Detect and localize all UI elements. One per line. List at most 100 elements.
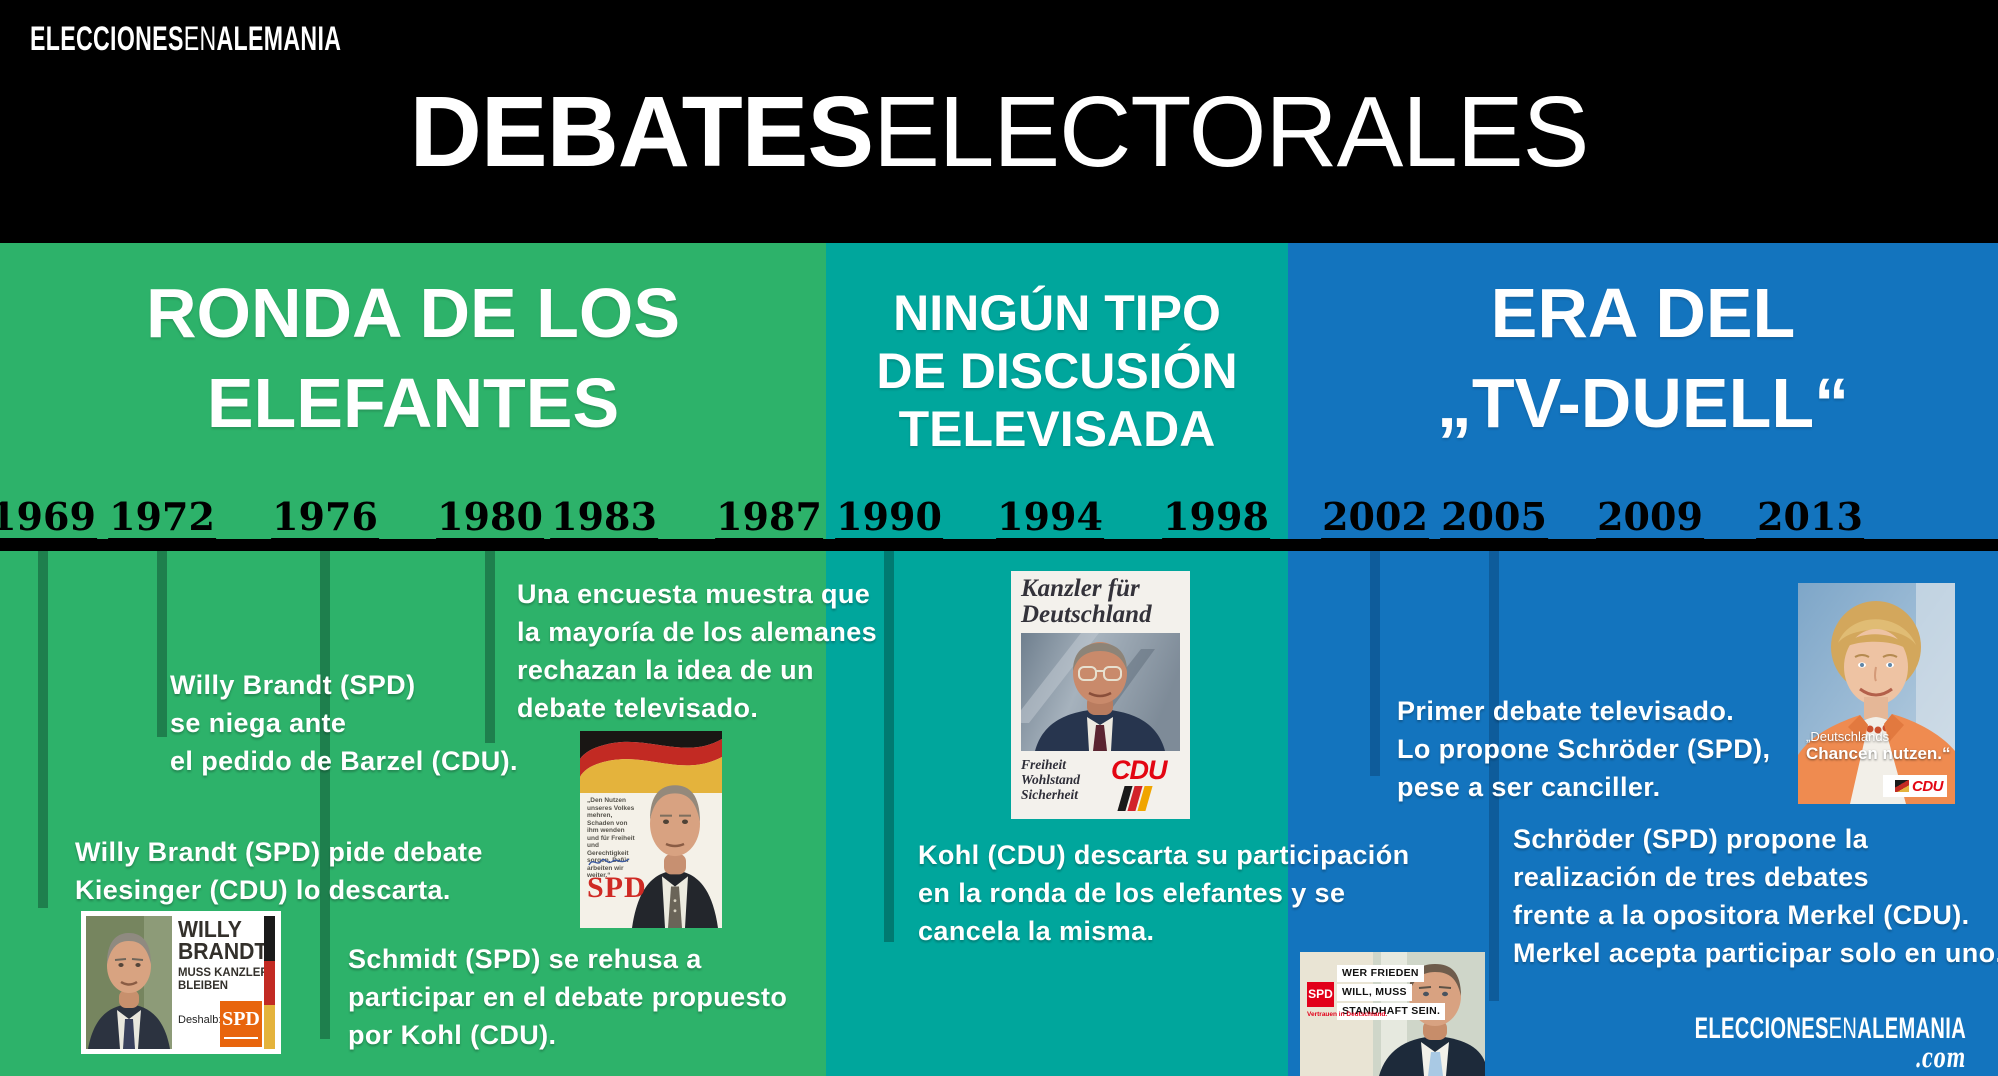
kohl-slogan-line: Wohlstand: [1021, 772, 1081, 787]
german-flag-stripes: [1117, 786, 1153, 816]
event-line: Schröder (SPD) propone la: [1513, 824, 1869, 854]
event-line: por Kohl (CDU).: [348, 1020, 557, 1050]
brand-bold-1: ELECCIONES: [30, 20, 184, 58]
page-title: DEBATESELECTORALES: [0, 80, 1998, 185]
event-line: Primer debate televisado.: [1397, 696, 1735, 726]
event-1990-text: Kohl (CDU) descarta su participación en …: [918, 836, 1410, 950]
event-line: la mayoría de los alemanes: [517, 617, 878, 647]
schmidt-poster-image: „Den Nutzen unseres Volkes mehren, Schad…: [580, 731, 722, 928]
section-title-sin-discusion: NINGÚN TIPO DE DISCUSIÓN TELEVISADA: [826, 284, 1288, 458]
event-1972-text: Willy Brandt (SPD) se niega ante el pedi…: [170, 666, 518, 780]
footer-brand-bold-2: ALEMANIA: [1857, 1012, 1966, 1045]
event-line: Willy Brandt (SPD): [170, 670, 416, 700]
section-title-line: ELEFANTES: [206, 364, 620, 442]
event-line: el pedido de Barzel (CDU).: [170, 746, 518, 776]
schroeder-slogan-line: STANDHAFT SEIN.: [1337, 1003, 1446, 1020]
footer-brand-tld: .com: [1914, 1043, 1966, 1074]
event-line: Lo propone Schröder (SPD),: [1397, 734, 1771, 764]
event-2002-text: Primer debate televisado. Lo propone Sch…: [1397, 692, 1770, 806]
kohl-slogan-line: Freiheit: [1021, 757, 1067, 772]
kohl-poster-image: Kanzler für Deutschland: [1011, 571, 1190, 819]
event-line: se niega ante: [170, 708, 347, 738]
event-1969-text: Willy Brandt (SPD) pide debate Kiesinger…: [75, 833, 483, 909]
spd-logo-rule: [224, 1037, 258, 1039]
year-label-1998: 1998: [1162, 498, 1270, 542]
german-flag-mini: [1895, 780, 1909, 792]
german-flag-wave: [580, 731, 722, 793]
title-light: ELECTORALES: [873, 76, 1589, 188]
year-label-2013: 2013: [1756, 498, 1864, 542]
tick-2002: [1370, 551, 1380, 776]
year-label-1983: 1983: [550, 498, 658, 542]
tick-1972: [157, 551, 167, 737]
brandt-poster-headline: WILLY BRANDT: [178, 916, 268, 964]
section-title-line: ERA DEL: [1490, 274, 1796, 352]
schroeder-poster-image: WER FRIEDEN WILL, MUSS STANDHAFT SEIN. S…: [1300, 952, 1485, 1076]
merkel-portrait-illustration: [1798, 583, 1955, 804]
brand-light: EN: [183, 20, 217, 58]
german-flag-stripe: [264, 916, 275, 1049]
cdu-logo: CDU: [1883, 775, 1947, 797]
schroeder-poster-footnote: Vertrauen in Deutschland.: [1307, 1011, 1388, 1018]
tick-2005: [1489, 551, 1499, 1001]
event-line: Kiesinger (CDU) lo descarta.: [75, 875, 451, 905]
event-1976-text: Schmidt (SPD) se rehusa a participar en …: [348, 940, 787, 1054]
section-title-line: RONDA DE LOS: [145, 274, 681, 352]
section-title-line: NINGÚN TIPO: [893, 285, 1221, 341]
merkel-poster-quote-line1: „Deutschlands: [1806, 729, 1890, 744]
merkel-poster-image: „Deutschlands Chancen nutzen.“ CDU: [1798, 583, 1955, 804]
brand-bold-2: ALEMANIA: [216, 20, 342, 58]
event-line: rechazan la idea de un: [517, 655, 814, 685]
tick-1969: [38, 551, 48, 908]
event-2005-text: Schröder (SPD) propone la realización de…: [1513, 820, 1998, 972]
cdu-logo-text: CDU: [1912, 777, 1944, 795]
footer-brand-bold-1: ELECCIONES: [1694, 1012, 1829, 1045]
year-label-2005: 2005: [1440, 498, 1548, 542]
schroeder-slogan-line: WER FRIEDEN: [1337, 965, 1424, 982]
section-title-ronda: RONDA DE LOS ELEFANTES: [0, 268, 826, 448]
spd-logo: SPD: [587, 871, 647, 904]
schmidt-portrait-illustration: [632, 759, 718, 928]
year-label-1976: 1976: [271, 498, 379, 542]
year-label-2002: 2002: [1321, 498, 1429, 542]
section-title-line: TELEVISADA: [898, 401, 1216, 457]
year-label-1972: 1972: [108, 498, 216, 542]
year-label-1994: 1994: [996, 498, 1104, 542]
spd-logo: SPD: [1307, 982, 1334, 1007]
event-line: realización de tres debates: [1513, 862, 1869, 892]
brandt-poster-subline: MUSS KANZLER BLEIBEN: [178, 965, 269, 992]
section-title-tv-duell: ERA DEL „TV-DUELL“: [1288, 268, 1998, 448]
event-line: participar en el debate propuesto: [348, 982, 788, 1012]
kohl-poster-slogan: Freiheit Wohlstand Sicherheit: [1021, 757, 1080, 802]
event-line: en la ronda de los elefantes y se: [918, 878, 1346, 908]
event-line: Schmidt (SPD) se rehusa a: [348, 944, 702, 974]
event-line: pese a ser canciller.: [1397, 772, 1661, 802]
brandt-poster-deshalb: Deshalb:: [178, 1014, 222, 1026]
tick-1980: [485, 551, 495, 743]
schmidt-poster-quote: „Den Nutzen unseres Volkes mehren, Schad…: [587, 797, 635, 879]
event-encuesta-text: Una encuesta muestra que la mayoría de l…: [517, 575, 877, 727]
year-label-2009: 2009: [1596, 498, 1704, 542]
kohl-poster-headline: Kanzler für Deutschland: [1021, 575, 1152, 628]
cdu-logo: CDU: [1111, 755, 1167, 785]
event-line: Willy Brandt (SPD) pide debate: [75, 837, 483, 867]
event-line: Kohl (CDU) descarta su participación: [918, 840, 1410, 870]
year-label-1990: 1990: [835, 498, 943, 542]
footer-brand-logo: ELECCIONESENALEMANIA .com: [1695, 1012, 1966, 1072]
footer-brand-light: EN: [1828, 1012, 1858, 1045]
event-line: frente a la opositora Merkel (CDU).: [1513, 900, 1970, 930]
event-line: cancela la misma.: [918, 916, 1155, 946]
merkel-poster-quote-line2: Chancen nutzen.“: [1806, 744, 1951, 763]
schroeder-slogan-line: WILL, MUSS: [1337, 984, 1412, 1001]
brandt-poster-image: WILLY BRANDT MUSS KANZLER BLEIBEN Deshalb:…: [81, 911, 281, 1054]
year-label-1980: 1980: [436, 498, 544, 542]
year-label-1969: 1969: [0, 498, 97, 542]
kohl-portrait-illustration: [1021, 633, 1180, 751]
title-bold: DEBATES: [409, 76, 874, 188]
kohl-slogan-line: Sicherheit: [1021, 787, 1079, 802]
brand-logo: ELECCIONESENALEMANIA: [30, 20, 341, 59]
spd-logo: SPD: [220, 1001, 262, 1047]
event-line: Una encuesta muestra que: [517, 579, 871, 609]
section-title-line: DE DISCUSIÓN: [876, 343, 1238, 399]
